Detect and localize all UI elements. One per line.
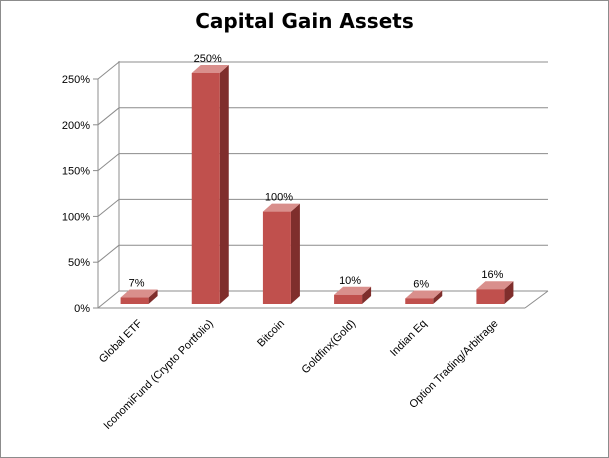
floor-edge — [524, 290, 549, 309]
data-label: 6% — [413, 278, 429, 290]
bar-top — [120, 289, 158, 298]
gridline-depth — [97, 107, 120, 126]
gridline-depth — [97, 290, 120, 309]
bar-side — [148, 289, 158, 304]
bar-top — [262, 203, 300, 212]
bar — [334, 294, 363, 304]
data-label: 16% — [481, 269, 503, 281]
category-label: Bitcoin — [255, 318, 287, 350]
bar-side — [290, 203, 300, 304]
category-label: Indian Eq — [388, 318, 429, 359]
y-tick-label: 0% — [74, 303, 90, 315]
category-label: Global ETF — [97, 317, 145, 365]
bar — [405, 298, 434, 304]
y-tick-label: 250% — [62, 74, 90, 86]
y-tick-label: 50% — [68, 257, 90, 269]
gridline-depth — [97, 199, 120, 217]
gridline-depth — [97, 61, 120, 80]
data-label: 7% — [129, 278, 145, 290]
bar-top — [334, 286, 372, 295]
data-label: 250% — [194, 53, 222, 65]
y-tick-label: 100% — [62, 211, 90, 223]
data-label: 10% — [339, 275, 361, 287]
bar — [191, 73, 220, 304]
category-label: Goldfinx(Gold) — [300, 318, 359, 377]
bar-side — [433, 290, 443, 304]
y-tick-label: 200% — [62, 120, 90, 132]
bar-side — [504, 281, 514, 304]
bar-top — [476, 281, 514, 290]
bar-top — [191, 65, 229, 73]
y-tick-label: 150% — [62, 166, 90, 178]
data-label: 100% — [265, 192, 293, 204]
gridline-depth — [97, 244, 120, 263]
gridline-depth — [97, 153, 120, 171]
bar — [120, 297, 149, 304]
chart-title: Capital Gain Assets — [195, 9, 414, 33]
bar-top — [405, 290, 443, 299]
bar — [476, 289, 505, 304]
bar-side — [362, 286, 372, 304]
bar-side — [219, 65, 229, 304]
bar — [262, 211, 291, 304]
